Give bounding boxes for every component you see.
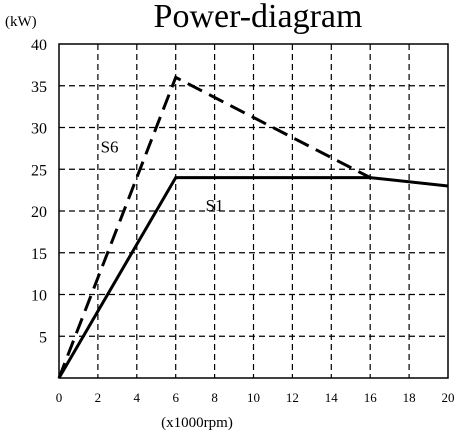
y-tick-label-40: 40: [31, 37, 47, 54]
x-tick-label-16: 16: [364, 390, 378, 405]
series-line-s1: [57, 176, 449, 379]
x-tick-label-6: 6: [172, 390, 179, 405]
chart-title: Power-diagram: [154, 0, 363, 35]
x-tick-label-12: 12: [286, 390, 299, 405]
y-tick-label-20: 20: [31, 204, 47, 221]
y-tick-label-15: 15: [31, 246, 47, 263]
x-axis-unit-label: (x1000rpm): [161, 415, 233, 431]
plot-frame: [58, 43, 449, 379]
x-tick-label-14: 14: [325, 390, 339, 405]
x-tick-label-10: 10: [247, 390, 260, 405]
x-tick-label-0: 0: [56, 390, 63, 405]
series-line-s6: [57, 75, 371, 379]
x-tick-label-2: 2: [95, 390, 102, 405]
y-tick-label-25: 25: [31, 162, 47, 179]
plot-area: 0 2 4 6 8 10 12 14 16 18 20 5 10 15 20 25 30 35 40 S6 S1: [31, 37, 455, 405]
y-axis-unit-label: (kW): [5, 14, 37, 30]
x-tick-label-18: 18: [403, 390, 416, 405]
series-label-s1: S1: [206, 196, 224, 215]
x-tick-label-20: 20: [442, 390, 455, 405]
x-tick-label-4: 4: [134, 390, 141, 405]
y-tick-label-5: 5: [39, 329, 47, 346]
y-tick-label-30: 30: [31, 121, 47, 138]
x-tick-label-8: 8: [211, 390, 218, 405]
y-tick-label-10: 10: [31, 288, 47, 305]
series-label-s6: S6: [101, 138, 119, 157]
y-tick-label-35: 35: [31, 79, 47, 96]
